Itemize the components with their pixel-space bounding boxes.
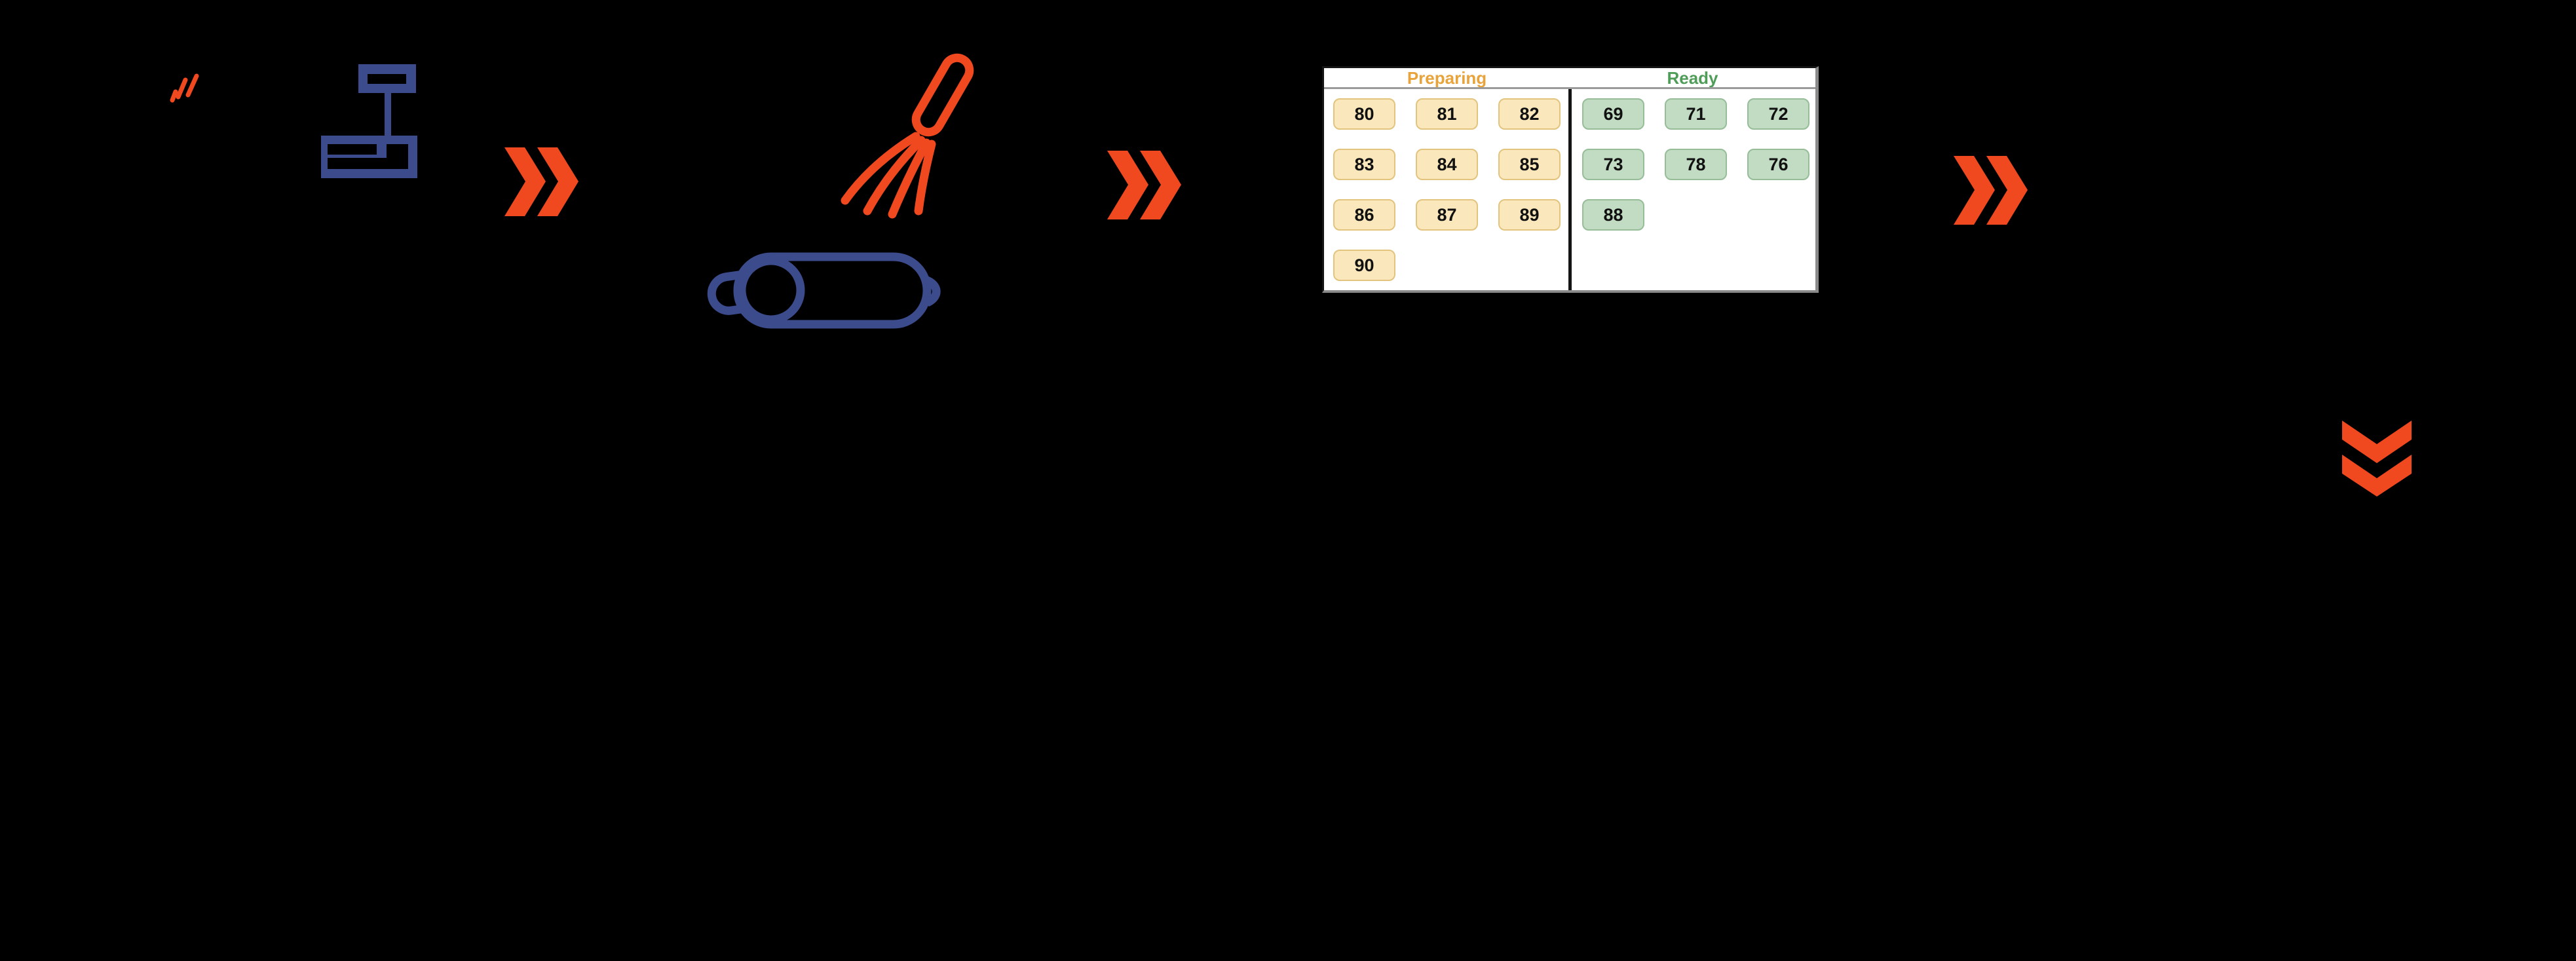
order-chip: 80 <box>1333 98 1395 130</box>
order-chip: 69 <box>1582 98 1644 130</box>
board-body: 80 81 82 83 84 85 86 87 89 90 69 71 72 7… <box>1324 89 1815 290</box>
order-chip: 90 <box>1333 250 1395 281</box>
board-header: Preparing Ready <box>1324 68 1815 88</box>
rolling-pin-icon <box>707 252 941 329</box>
order-chip: 83 <box>1333 149 1395 180</box>
order-chip: 89 <box>1498 199 1561 231</box>
double-chevron-right-icon <box>504 147 578 216</box>
order-chip: 71 <box>1665 98 1727 130</box>
header-divider <box>1324 87 1815 89</box>
order-chip: 72 <box>1747 98 1809 130</box>
order-chip: 84 <box>1416 149 1478 180</box>
ready-header: Ready <box>1667 68 1718 88</box>
preparing-header: Preparing <box>1407 68 1487 88</box>
order-chip: 87 <box>1416 199 1478 231</box>
order-chip: 82 <box>1498 98 1561 130</box>
order-chip: 78 <box>1665 149 1727 180</box>
order-chip: 86 <box>1333 199 1395 231</box>
sizzle-marks-icon <box>170 73 199 103</box>
whisk-icon <box>841 53 974 219</box>
order-chip: 81 <box>1416 98 1478 130</box>
board-column-ready: 69 71 72 73 78 76 88 <box>1572 89 1815 290</box>
double-chevron-down-icon <box>2342 421 2412 497</box>
double-chevron-right-icon <box>1954 156 2028 225</box>
order-chip: 88 <box>1582 199 1644 231</box>
board-column-preparing: 80 81 82 83 84 85 86 87 89 90 <box>1324 89 1568 290</box>
order-chip: 76 <box>1747 149 1809 180</box>
order-chip: 73 <box>1582 149 1644 180</box>
order-chip: 85 <box>1498 149 1561 180</box>
cash-register-icon <box>321 64 417 178</box>
order-status-board: Preparing Ready 80 81 82 83 84 85 86 87 … <box>1322 66 1819 293</box>
double-chevron-right-icon <box>1107 151 1181 219</box>
column-divider <box>1568 89 1572 290</box>
